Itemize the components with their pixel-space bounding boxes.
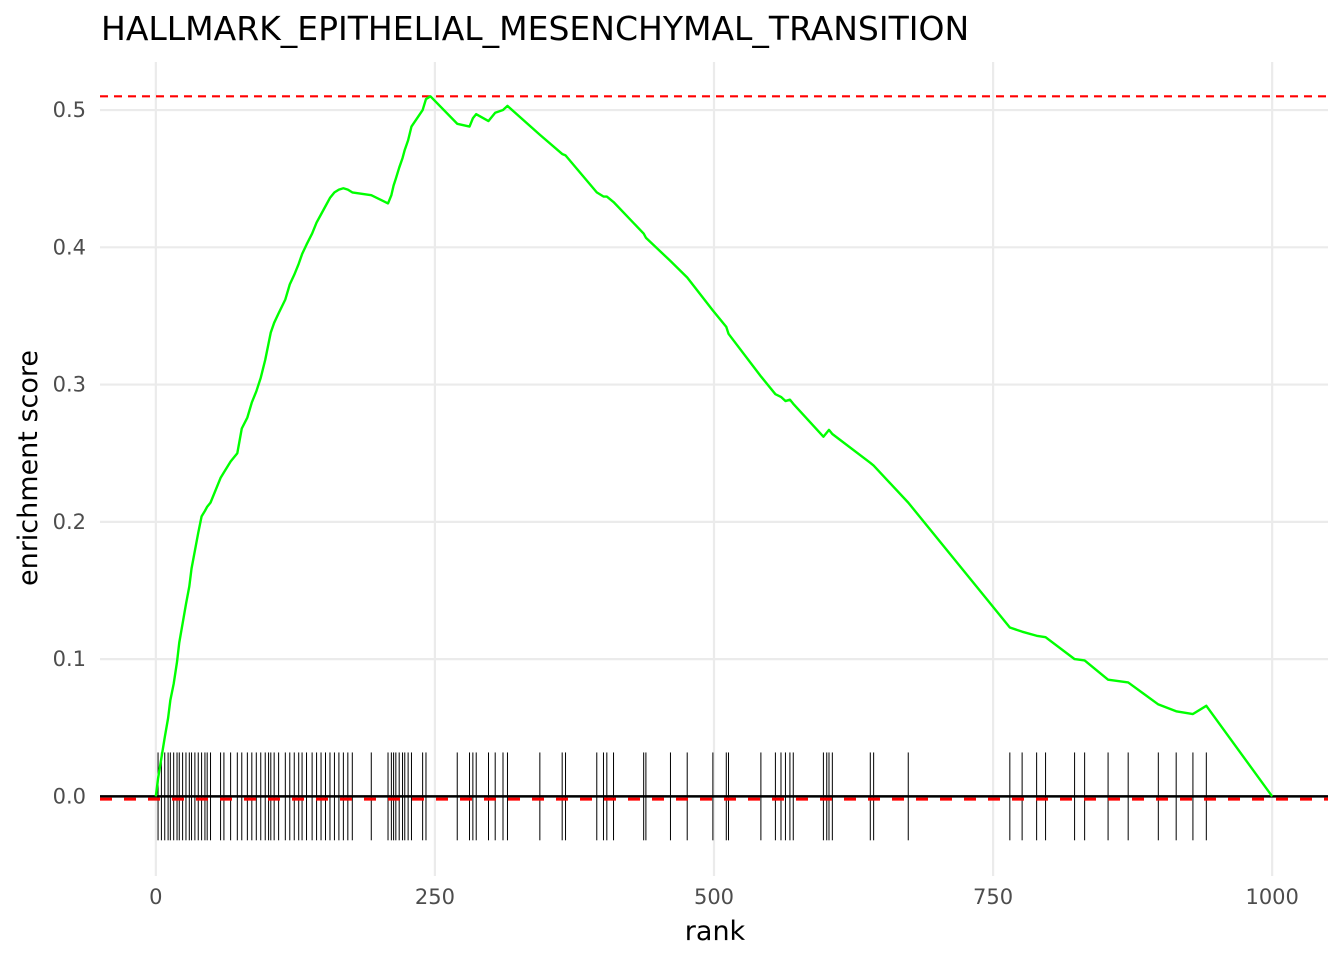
y-tick-label: 0.5 [53,98,86,122]
running-es-series [154,95,1274,798]
y-tick-label: 0.0 [53,784,86,808]
y-axis-title: enrichment score [13,350,44,586]
x-tick-label: 250 [415,885,455,909]
axis-tick-labels: 0 250 500 750 1000 0.0 0.1 0.2 0.3 0.4 0.5 [53,98,1299,909]
chart-title: HALLMARK_EPITHELIAL_MESENCHYMAL_TRANSITI… [101,9,969,48]
reference-lines [100,95,1328,801]
running-es-line [154,95,1274,798]
y-tick-label: 0.1 [53,647,86,671]
gridlines [100,62,1328,876]
y-tick-label: 0.4 [53,235,86,259]
y-tick-label: 0.3 [53,373,86,397]
x-axis-title: rank [685,916,746,947]
y-tick-label: 0.2 [53,510,86,534]
x-tick-label: 0 [149,885,162,909]
x-tick-label: 500 [694,885,734,909]
x-tick-label: 750 [973,885,1013,909]
x-tick-label: 1000 [1245,885,1298,909]
